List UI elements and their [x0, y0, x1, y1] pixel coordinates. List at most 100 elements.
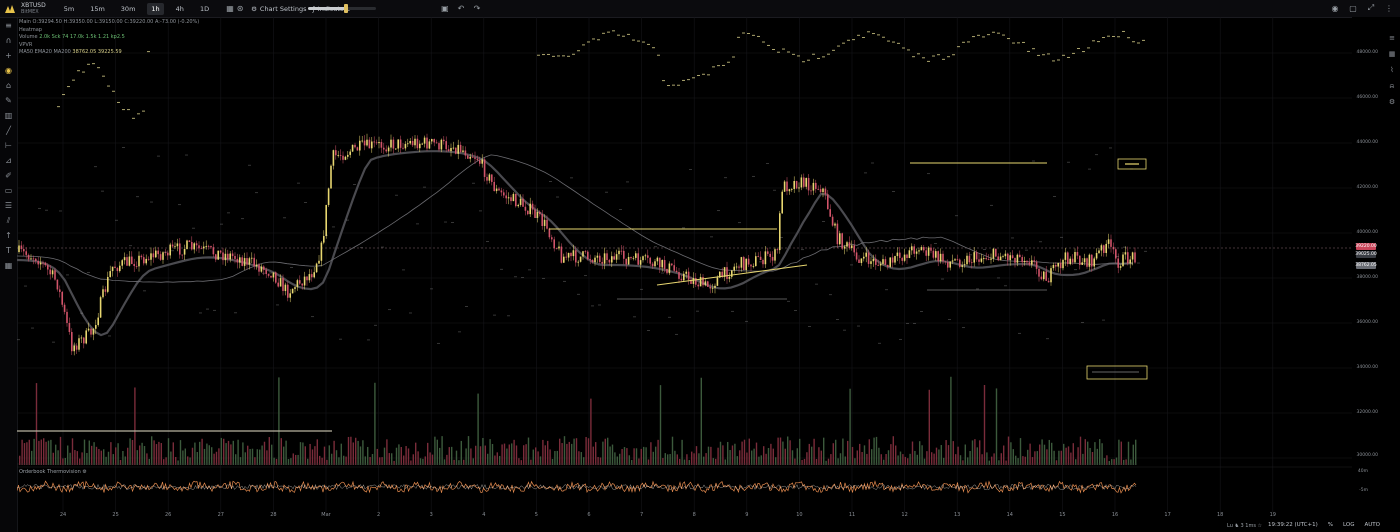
ruler-icon[interactable]: ⊿: [5, 156, 12, 165]
volume-bar: [59, 436, 62, 465]
chart-settings-button[interactable]: ⚙ Chart Settings: [251, 5, 306, 13]
undo-icon[interactable]: ↶: [457, 4, 465, 13]
heatmap-dot: [703, 283, 706, 284]
timeframe-5m[interactable]: 5m: [63, 4, 75, 13]
grid-icon[interactable]: ▦: [4, 261, 13, 270]
candle-body: [152, 253, 155, 258]
volume-bar: [693, 453, 695, 465]
trash-icon[interactable]: ▥: [4, 111, 13, 120]
candle-body: [899, 252, 901, 258]
rectangle-icon[interactable]: ▭: [4, 186, 13, 195]
candle-body: [373, 141, 375, 143]
timeframe-30m[interactable]: 30m: [120, 4, 136, 13]
timeframe-1d[interactable]: 1D: [199, 4, 210, 13]
candle-body: [858, 259, 860, 263]
volume-bar: [455, 450, 458, 465]
legend-ma[interactable]: MA50 EMA20 MA200 38762.05 39225.59: [19, 49, 199, 57]
candle-body: [711, 287, 714, 289]
magnet-icon[interactable]: ∩: [5, 36, 12, 45]
chart-type-icon[interactable]: ▦: [226, 4, 234, 13]
ray-icon[interactable]: ⊢: [5, 141, 12, 150]
candle-body: [536, 212, 539, 218]
auto-toggle[interactable]: AUTO: [1364, 522, 1380, 528]
symbol-selector[interactable]: XBTUSD BitMEX: [21, 2, 46, 16]
candle-body: [947, 262, 949, 268]
price-scale[interactable]: 48000.00 46000.00 44000.00 42000.00 4000…: [1352, 17, 1400, 465]
heatmap-dot: [101, 190, 104, 192]
zoom-slider-knob[interactable]: [344, 4, 348, 13]
volume-bar: [424, 456, 426, 465]
oscillator-label[interactable]: Orderbook Thermovision ⚙: [19, 469, 87, 475]
volume-bar: [842, 438, 844, 465]
brush-icon[interactable]: ✎: [5, 96, 12, 105]
volume-bar: [758, 456, 760, 465]
table-icon[interactable]: ▦: [1388, 50, 1396, 58]
time-axis[interactable]: 24 25 26 27 28 Mar 2 3 4 5 6 7 8 9 10 11 12 13 14 15 16 17 18 1…: [17, 512, 1352, 522]
bars-icon[interactable]: ≡: [5, 21, 12, 30]
heatmap-dot: [66, 274, 69, 276]
lock-icon[interactable]: ⌂: [5, 81, 12, 90]
bars-icon[interactable]: ≡: [1389, 34, 1395, 42]
heatmap-dot: [360, 247, 363, 249]
volume-bar: [201, 438, 203, 465]
volume-bar: [1051, 442, 1053, 465]
heatmap-dot: [577, 50, 580, 52]
volume-bar: [995, 388, 998, 465]
candle-body: [644, 255, 647, 257]
trendline-icon[interactable]: ╱: [6, 126, 11, 135]
percent-toggle[interactable]: %: [1327, 522, 1333, 528]
legend-volume[interactable]: Volume 2.0k Sck 74 17.0k 1.5k 1.21 kp2.5: [19, 34, 199, 42]
arrow-icon[interactable]: ↑: [5, 231, 12, 240]
candle-body: [930, 247, 932, 251]
volume-bar: [664, 453, 666, 465]
candle-body: [114, 266, 116, 269]
chart-settings-label: Chart Settings: [259, 4, 307, 13]
crosshair-icon[interactable]: +: [5, 51, 12, 60]
candle-body: [186, 240, 188, 250]
candle-body: [183, 249, 186, 255]
timeframe-1h[interactable]: 1h: [147, 2, 164, 15]
volume-bar: [429, 452, 431, 465]
heatmap-dot: [1027, 50, 1030, 52]
legend-main[interactable]: Main O:39294.50 H:39350.00 L:39150.00 C:…: [19, 19, 199, 27]
time-label: 18: [1217, 512, 1224, 518]
channel-icon[interactable]: ⫽: [6, 215, 11, 225]
camera-icon[interactable]: ◉: [1331, 3, 1339, 13]
price-chart[interactable]: [17, 17, 1352, 512]
zoom-slider[interactable]: [308, 4, 376, 13]
layout-icon[interactable]: ▣: [441, 4, 449, 13]
volume-bar: [717, 447, 719, 465]
fullscreen-icon[interactable]: ⤢: [1367, 3, 1375, 12]
volume-bar: [830, 454, 832, 465]
volume-bar: [727, 441, 729, 465]
timeframe-4h[interactable]: 4h: [175, 4, 184, 13]
legend-vpvr[interactable]: VPVR: [19, 42, 199, 50]
candle-body: [896, 252, 899, 257]
volume-bar: [691, 451, 693, 465]
settings-icon[interactable]: ⚙: [82, 469, 87, 475]
candle-body: [483, 159, 486, 177]
eye-icon[interactable]: ◉: [5, 66, 12, 75]
bell-icon[interactable]: ⍾: [1389, 81, 1395, 90]
heatmap-dot: [248, 164, 251, 166]
heatmap-dot: [107, 85, 110, 87]
heatmap-dot: [1057, 59, 1060, 61]
pencil-icon[interactable]: ✐: [5, 171, 12, 180]
legend-heatmap[interactable]: Heatmap: [19, 27, 199, 35]
more-icon[interactable]: ⋮: [1385, 3, 1393, 13]
volume-bar: [602, 441, 604, 465]
window-icon[interactable]: ▢: [1349, 3, 1357, 13]
log-toggle[interactable]: LOG: [1343, 522, 1355, 528]
chart-icon[interactable]: ⌇: [1390, 66, 1394, 74]
price-tag: 39025.00: [1355, 251, 1377, 258]
fib-icon[interactable]: ☰: [4, 201, 13, 210]
volume-bar: [820, 450, 822, 465]
compare-icon[interactable]: ⊛: [236, 4, 244, 13]
volume-bar: [890, 444, 892, 465]
candle-body: [63, 304, 66, 312]
redo-icon[interactable]: ↷: [473, 4, 481, 13]
settings-icon[interactable]: ⚙: [1388, 98, 1396, 106]
text-icon[interactable]: T: [6, 246, 11, 255]
timeframe-15m[interactable]: 15m: [90, 4, 105, 13]
heatmap-dot: [1144, 250, 1147, 252]
